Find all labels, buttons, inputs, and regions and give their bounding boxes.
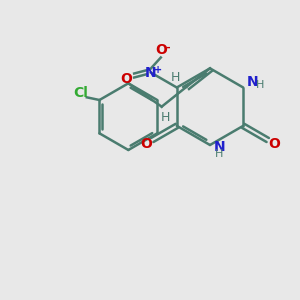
Text: H: H bbox=[170, 71, 180, 84]
Text: O: O bbox=[268, 137, 280, 151]
Text: N: N bbox=[145, 65, 157, 80]
Text: H: H bbox=[215, 149, 224, 159]
Text: Cl: Cl bbox=[74, 86, 88, 100]
Text: H: H bbox=[256, 80, 265, 90]
Text: N: N bbox=[247, 76, 258, 89]
Text: +: + bbox=[154, 65, 162, 75]
Text: H: H bbox=[160, 111, 170, 124]
Text: -: - bbox=[166, 43, 170, 53]
Text: O: O bbox=[140, 137, 152, 151]
Text: O: O bbox=[155, 43, 167, 57]
Text: N: N bbox=[214, 140, 225, 154]
Text: O: O bbox=[120, 72, 132, 86]
